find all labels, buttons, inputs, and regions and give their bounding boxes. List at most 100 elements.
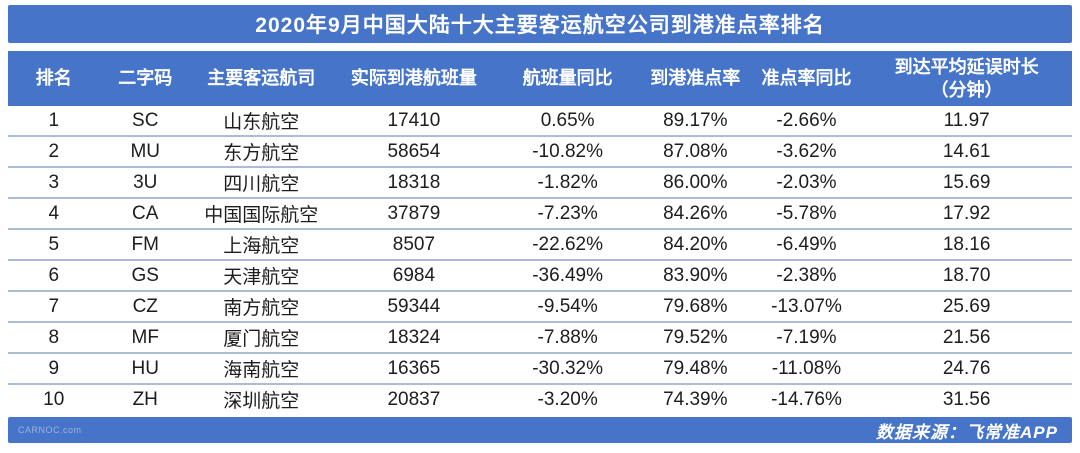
- table-row: 7 CZ 南方航空 59344 -9.54% 79.68% -13.07% 25.69: [8, 291, 1072, 322]
- table-cell: 深圳航空: [191, 384, 332, 414]
- table-cell: -13.07%: [751, 291, 862, 322]
- table-cell: -14.76%: [751, 384, 862, 414]
- table-cell: -1.82%: [496, 167, 639, 198]
- header-airline: 主要客运航司: [191, 51, 332, 106]
- table-cell: -3.62%: [751, 136, 862, 167]
- table-cell: 上海航空: [191, 229, 332, 260]
- table-cell: 24.76: [861, 353, 1072, 384]
- header-iata-code: 二字码: [99, 51, 191, 106]
- table-cell: 18318: [331, 167, 497, 198]
- table-cell: 16365: [331, 353, 497, 384]
- table-cell: -7.23%: [496, 198, 639, 229]
- table-cell: GS: [99, 260, 191, 291]
- table-cell: 9: [8, 353, 100, 384]
- header-rank: 排名: [8, 51, 100, 106]
- table-cell: MF: [99, 322, 191, 353]
- table-cell: 3U: [99, 167, 191, 198]
- table-cell: 0.65%: [496, 106, 639, 136]
- table-cell: 79.68%: [638, 291, 752, 322]
- table-cell: 17410: [331, 106, 497, 136]
- table-cell: 1: [8, 106, 100, 136]
- header-flights-yoy: 航班量同比: [496, 51, 639, 106]
- footer-bar: CARNOC.com 数据来源：飞常准APP: [8, 417, 1072, 443]
- table-row: 8 MF 厦门航空 18324 -7.88% 79.52% -7.19% 21.56: [8, 322, 1072, 353]
- table-cell: FM: [99, 229, 191, 260]
- table-cell: 5: [8, 229, 100, 260]
- table-cell: 37879: [331, 198, 497, 229]
- table-cell: ZH: [99, 384, 191, 414]
- table-row: 2 MU 东方航空 58654 -10.82% 87.08% -3.62% 14.61: [8, 136, 1072, 167]
- table-cell: 11.97: [861, 106, 1072, 136]
- table-cell: 东方航空: [191, 136, 332, 167]
- table-cell: 21.56: [861, 322, 1072, 353]
- table-cell: 18.70: [861, 260, 1072, 291]
- table-row: 5 FM 上海航空 8507 -22.62% 84.20% -6.49% 18.16: [8, 229, 1072, 260]
- header-avg-delay: 到达平均延误时长 （分钟）: [861, 51, 1072, 106]
- table-cell: 南方航空: [191, 291, 332, 322]
- table-cell: 84.20%: [638, 229, 752, 260]
- table-row: 4 CA 中国国际航空 37879 -7.23% 84.26% -5.78% 17.92: [8, 198, 1072, 229]
- table-cell: 海南航空: [191, 353, 332, 384]
- table-cell: 10: [8, 384, 100, 414]
- table-cell: -2.66%: [751, 106, 862, 136]
- table-cell: HU: [99, 353, 191, 384]
- table-cell: 中国国际航空: [191, 198, 332, 229]
- table-cell: -22.62%: [496, 229, 639, 260]
- table-cell: 8507: [331, 229, 497, 260]
- table-cell: 6984: [331, 260, 497, 291]
- table-cell: -7.19%: [751, 322, 862, 353]
- table-cell: 84.26%: [638, 198, 752, 229]
- table-cell: 四川航空: [191, 167, 332, 198]
- header-arrival-flights: 实际到港航班量: [331, 51, 497, 106]
- table-cell: -6.49%: [751, 229, 862, 260]
- ranking-table: 排名 二字码 主要客运航司 实际到港航班量 航班量同比 到港准点率 准点率同比 …: [8, 51, 1072, 414]
- table-cell: -7.88%: [496, 322, 639, 353]
- table-cell: 山东航空: [191, 106, 332, 136]
- data-source-label: 数据来源：飞常准APP: [876, 422, 1058, 442]
- table-cell: 7: [8, 291, 100, 322]
- table-cell: -2.38%: [751, 260, 862, 291]
- table-cell: 15.69: [861, 167, 1072, 198]
- table-cell: -10.82%: [496, 136, 639, 167]
- carnoc-watermark: CARNOC.com: [18, 425, 82, 435]
- table-cell: 6: [8, 260, 100, 291]
- table-row: 3 3U 四川航空 18318 -1.82% 86.00% -2.03% 15.69: [8, 167, 1072, 198]
- table-cell: 74.39%: [638, 384, 752, 414]
- table-cell: 58654: [331, 136, 497, 167]
- table-cell: 25.69: [861, 291, 1072, 322]
- table-cell: MU: [99, 136, 191, 167]
- table-cell: SC: [99, 106, 191, 136]
- table-cell: 14.61: [861, 136, 1072, 167]
- table-cell: 59344: [331, 291, 497, 322]
- report-title-bar: 2020年9月中国大陆十大主要客运航空公司到港准点率排名: [8, 5, 1072, 43]
- table-cell: 87.08%: [638, 136, 752, 167]
- table-cell: 2: [8, 136, 100, 167]
- table-cell: 18324: [331, 322, 497, 353]
- report-title: 2020年9月中国大陆十大主要客运航空公司到港准点率排名: [255, 14, 825, 37]
- table-cell: -9.54%: [496, 291, 639, 322]
- header-ontime-yoy: 准点率同比: [751, 51, 862, 106]
- table-cell: -30.32%: [496, 353, 639, 384]
- table-cell: 17.92: [861, 198, 1072, 229]
- table-cell: 20837: [331, 384, 497, 414]
- table-cell: 89.17%: [638, 106, 752, 136]
- table-row: 10 ZH 深圳航空 20837 -3.20% 74.39% -14.76% 31.56: [8, 384, 1072, 414]
- table-row: 6 GS 天津航空 6984 -36.49% 83.90% -2.38% 18.70: [8, 260, 1072, 291]
- table-cell: -2.03%: [751, 167, 862, 198]
- table-cell: 79.48%: [638, 353, 752, 384]
- table-cell: CA: [99, 198, 191, 229]
- table-cell: -3.20%: [496, 384, 639, 414]
- table-cell: 31.56: [861, 384, 1072, 414]
- table-body: 1 SC 山东航空 17410 0.65% 89.17% -2.66% 11.97 2 MU 东方航…: [8, 106, 1072, 414]
- table-cell: 79.52%: [638, 322, 752, 353]
- table-cell: 86.00%: [638, 167, 752, 198]
- table-cell: 18.16: [861, 229, 1072, 260]
- table-cell: 厦门航空: [191, 322, 332, 353]
- header-ontime-rate: 到港准点率: [638, 51, 752, 106]
- table-cell: CZ: [99, 291, 191, 322]
- table-row: 1 SC 山东航空 17410 0.65% 89.17% -2.66% 11.97: [8, 106, 1072, 136]
- table-cell: 4: [8, 198, 100, 229]
- table-row: 9 HU 海南航空 16365 -30.32% 79.48% -11.08% 24.76: [8, 353, 1072, 384]
- table-cell: -5.78%: [751, 198, 862, 229]
